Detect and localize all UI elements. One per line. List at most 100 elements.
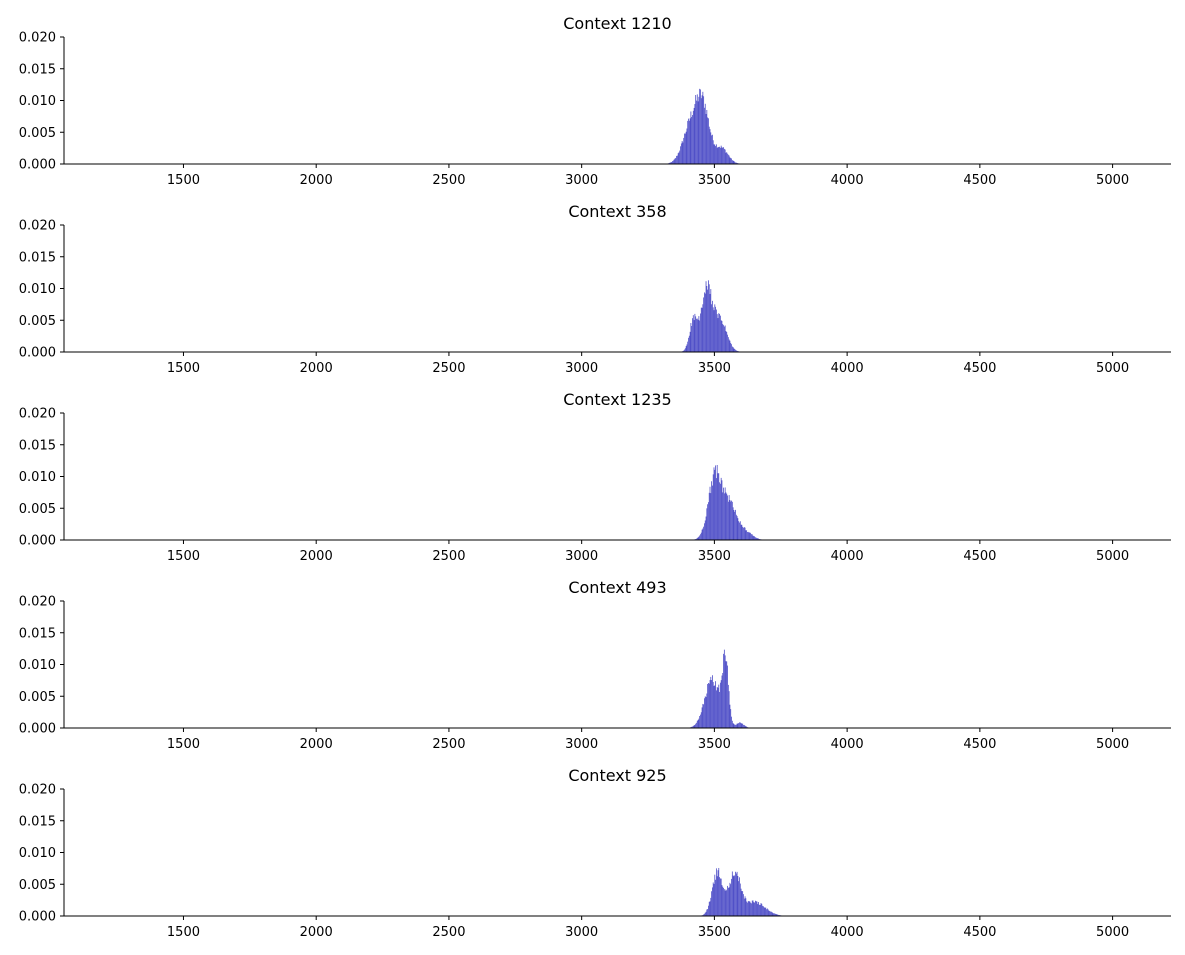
histogram-bar [675,157,677,164]
histogram-bar [676,155,677,164]
histogram-bar [719,315,721,352]
histogram-bar [711,680,713,728]
y-tick-label: 0.020 [19,407,56,422]
histogram-bar [737,723,739,728]
histogram-bar [728,691,730,728]
histogram-bar [693,725,695,728]
histogram-bar [723,493,725,540]
histogram-bar [728,887,730,916]
histogram-bar [766,908,768,916]
histogram-bar [726,661,728,728]
histogram-bar [723,889,725,916]
histogram-bar [727,885,728,916]
histogram-bar [717,473,719,540]
x-tick-label: 3500 [698,361,731,376]
histogram-bars [681,280,740,352]
histogram-bar [701,95,703,164]
histogram-bar [704,523,705,540]
histogram-bar [720,680,722,728]
histogram-bar [706,286,708,352]
histogram-bar [670,162,672,164]
histogram-bar [715,306,716,352]
histogram-bar [696,537,698,540]
histogram-bar [727,337,729,352]
histogram-bar [712,140,714,164]
histogram-bar [712,887,713,916]
histogram-bar [701,529,703,540]
histogram-bar [770,911,771,916]
histogram-bars [700,867,784,916]
histogram-bar [745,726,747,728]
histogram-bar [738,723,740,728]
histogram-bar [692,318,693,352]
x-tick-label: 2000 [300,361,333,376]
histogram-bar [732,875,734,916]
histogram-bar [715,478,717,540]
histogram-bar [736,871,738,916]
histogram-bar [702,304,704,352]
histogram-bar [769,911,771,916]
histogram-bar [774,913,775,916]
histogram-bar [711,891,713,916]
histogram-bar [740,888,742,916]
histogram-bar [732,160,734,164]
y-tick-label: 0.000 [19,534,56,549]
histogram-bar [708,683,710,728]
histogram-bar [696,722,697,728]
histogram-bar [733,348,735,352]
histogram-bar [715,681,716,728]
histogram-bar [739,877,740,916]
histogram-bar [754,536,756,540]
histogram-bar [762,906,764,916]
histogram-bar [720,320,722,352]
histogram-bar [709,129,711,164]
histogram-bar [674,158,676,164]
histogram-bar [705,281,707,352]
histogram-bar [735,350,737,352]
histogram-bar [700,313,701,352]
histogram-bar [697,537,699,540]
histogram-bar [690,111,692,164]
x-tick-label: 3500 [698,737,731,752]
histogram-bar [736,350,738,352]
histogram-bar [758,538,759,540]
histogram-bar [710,289,712,352]
histogram-bar [712,307,714,352]
histogram-bar [723,147,724,164]
histogram-bar [711,135,713,164]
histogram-bar [701,307,703,352]
histogram-bar [708,901,710,916]
histogram-bar [727,665,728,728]
histogram-bar [728,339,730,352]
histogram-bar [731,500,732,540]
histogram-bar [771,912,773,916]
histogram-bar [731,871,733,916]
histogram-bar [743,898,745,916]
histogram-bar [734,724,736,728]
histogram-bar [741,891,743,916]
histogram-bar [723,653,724,728]
histogram-bar [696,100,697,164]
histogram-bar [735,871,736,916]
histogram-bar [748,901,750,916]
histogram-bar [710,897,712,916]
histogram-bar [720,878,722,916]
x-tick-label: 4500 [963,737,996,752]
histogram-bar [707,909,709,916]
histogram-bar [747,531,749,540]
histogram-bar [684,133,686,164]
histogram-bar [715,309,717,352]
x-tick-label: 2500 [432,925,465,940]
histogram-bar [707,117,709,164]
y-tick-label: 0.020 [19,595,56,610]
y-tick-label: 0.010 [19,470,56,485]
histogram-bar [723,649,725,728]
x-tick-label: 2000 [300,173,333,188]
histogram-bar [678,152,680,164]
chart-title: Context 493 [568,578,666,597]
histogram-bar [695,316,697,352]
histogram-bar [731,716,732,728]
histogram-bar [774,913,776,916]
histogram-bar [672,161,673,164]
histogram-bar [725,661,727,728]
